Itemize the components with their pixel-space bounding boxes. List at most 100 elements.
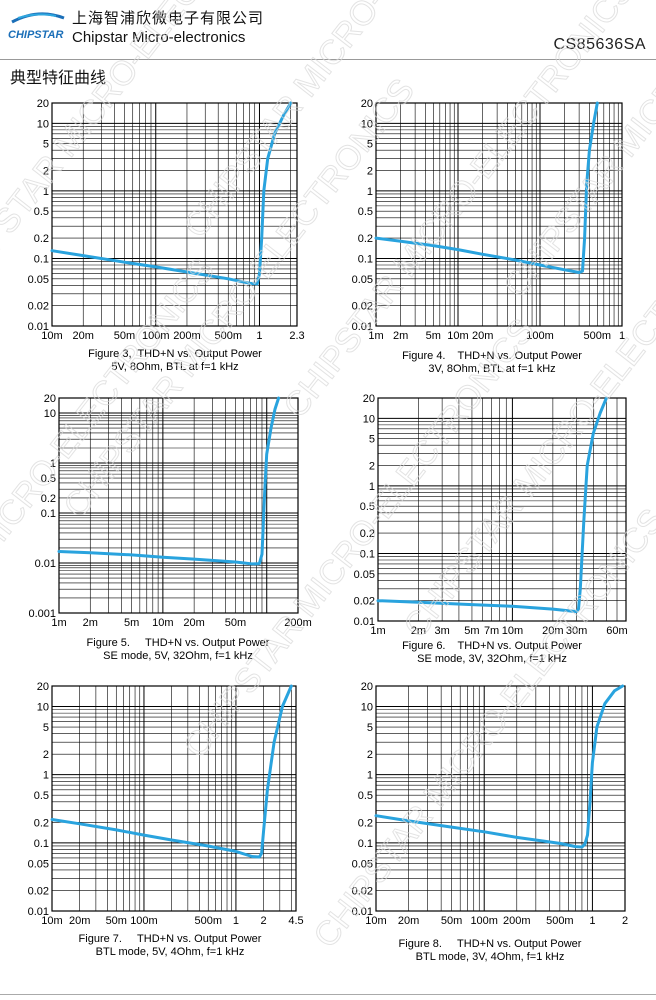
x-tick-label: 1m xyxy=(370,625,385,637)
grid xyxy=(376,686,625,911)
x-tick-label: 3m xyxy=(434,625,449,637)
y-tick-label: 0.01 xyxy=(28,906,49,918)
y-tick-label: 20 xyxy=(37,98,49,110)
part-number: CS85636SA xyxy=(553,36,646,53)
x-tick-label: 10m xyxy=(365,915,386,927)
y-tick-label: 0.05 xyxy=(28,858,49,870)
x-tick-label: 7m xyxy=(484,625,499,637)
x-tick-label: 5m xyxy=(426,330,441,342)
x-tick-label: 20m xyxy=(183,617,204,629)
section-title: 典型特征曲线 xyxy=(10,68,107,87)
x-tick-label: 50m xyxy=(441,915,462,927)
y-tick-label: 1 xyxy=(43,770,49,782)
y-tick-label: 0.2 xyxy=(360,528,375,540)
y-tick-label: 1 xyxy=(50,458,56,470)
y-tick-label: 0.5 xyxy=(360,501,375,513)
x-tick-label: 20m xyxy=(398,915,419,927)
x-tick-label: 500m xyxy=(214,330,242,342)
figure-caption: Figure 8. THD+N vs. Output Power BTL mode… xyxy=(340,938,640,964)
y-tick-label: 0.05 xyxy=(352,858,373,870)
y-tick-label: 0.5 xyxy=(34,790,49,802)
caption-line-1: Figure 7. THD+N vs. Output Power xyxy=(78,933,262,945)
x-tick-label: 50m xyxy=(225,617,246,629)
y-tick-label: 0.2 xyxy=(34,233,49,245)
x-tick-label: 500m xyxy=(194,915,222,927)
y-tick-label: 0.1 xyxy=(34,838,49,850)
x-tick-label: 500m xyxy=(584,330,612,342)
thd-curve xyxy=(50,684,293,859)
grid xyxy=(376,103,622,326)
thd-curve xyxy=(376,396,608,614)
x-tick-label: 2m xyxy=(393,330,408,342)
caption-line-2: 5V, 8Ohm, BTL at f=1 kHz xyxy=(111,361,239,373)
y-tick-label: 0.01 xyxy=(352,906,373,918)
y-tick-label: 0.05 xyxy=(28,274,49,286)
x-tick-label: 10m xyxy=(502,625,523,637)
y-tick-label: 20 xyxy=(361,98,373,110)
y-tick-label: 20 xyxy=(37,681,49,693)
x-tick-label: 10m xyxy=(152,617,173,629)
y-tick-label: 2 xyxy=(369,461,375,473)
company-name-en: Chipstar Micro-electronics xyxy=(72,29,246,46)
y-tick-label: 1 xyxy=(367,770,373,782)
x-tick-label: 10m xyxy=(41,915,62,927)
x-tick-label: 5m xyxy=(124,617,139,629)
logo-text: CHIPSTAR xyxy=(8,29,63,41)
y-tick-label: 0.05 xyxy=(354,569,375,581)
x-tick-label: 100m xyxy=(142,330,170,342)
caption-line-2: SE mode, 3V, 32Ohm, f=1 kHz xyxy=(417,653,567,665)
caption-line-1: Figure 6. THD+N vs. Output Power xyxy=(402,640,582,652)
y-tick-label: 0.02 xyxy=(354,596,375,608)
thd-curve xyxy=(374,684,625,849)
thd-curve xyxy=(374,101,599,274)
y-tick-label: 0.02 xyxy=(352,885,373,897)
y-tick-label: 1 xyxy=(369,481,375,493)
plot-frame xyxy=(58,397,299,614)
y-tick-label: 0.1 xyxy=(34,253,49,265)
y-tick-label: 10 xyxy=(363,413,375,425)
x-tick-label: 200m xyxy=(284,617,312,629)
x-tick-label: 10m xyxy=(447,330,468,342)
caption-line-1: Figure 4. THD+N vs. Output Power xyxy=(402,350,582,362)
x-tick-label: 2m xyxy=(411,625,426,637)
x-tick-label: 500m xyxy=(546,915,574,927)
y-tick-label: 20 xyxy=(44,393,56,405)
y-tick-label: 1 xyxy=(367,186,373,198)
plot-frame xyxy=(51,102,298,327)
y-tick-label: 0.2 xyxy=(358,817,373,829)
x-tick-label: 20m xyxy=(542,625,563,637)
y-tick-label: 0.2 xyxy=(34,817,49,829)
x-tick-label: 100m xyxy=(470,915,498,927)
y-tick-label: 1 xyxy=(43,186,49,198)
x-tick-label: 2m xyxy=(83,617,98,629)
y-tick-label: 2 xyxy=(367,749,373,761)
y-tick-label: 5 xyxy=(369,434,375,446)
figure-caption: Figure 7. THD+N vs. Output Power BTL mode… xyxy=(20,933,320,959)
y-tick-label: 0.02 xyxy=(28,885,49,897)
x-tick-label: 2.3 xyxy=(289,330,304,342)
y-tick-label: 10 xyxy=(361,118,373,130)
y-tick-label: 10 xyxy=(361,702,373,714)
y-tick-label: 0.1 xyxy=(358,838,373,850)
x-tick-label: 2 xyxy=(622,915,628,927)
grid xyxy=(59,398,298,613)
y-tick-label: 10 xyxy=(44,408,56,420)
x-tick-label: 1m xyxy=(368,330,383,342)
caption-line-2: SE mode, 5V, 32Ohm, f=1 kHz xyxy=(103,650,253,662)
page-header: CHIPSTAR 上海智浦欣微电子有限公司 Chipstar Micro-ele… xyxy=(0,0,656,62)
y-tick-label: 2 xyxy=(43,166,49,178)
plot-frame xyxy=(51,685,297,912)
x-tick-label: 4.5 xyxy=(288,915,303,927)
y-tick-label: 0.5 xyxy=(41,473,56,485)
y-tick-label: 20 xyxy=(361,681,373,693)
footer-divider xyxy=(0,994,656,995)
caption-line-2: 3V, 8Ohm, BTL at f=1 kHz xyxy=(428,363,556,375)
x-tick-label: 60m xyxy=(606,625,627,637)
y-tick-label: 0.5 xyxy=(358,206,373,218)
y-tick-label: 10 xyxy=(37,118,49,130)
y-tick-label: 5 xyxy=(367,139,373,151)
y-tick-label: 2 xyxy=(367,166,373,178)
